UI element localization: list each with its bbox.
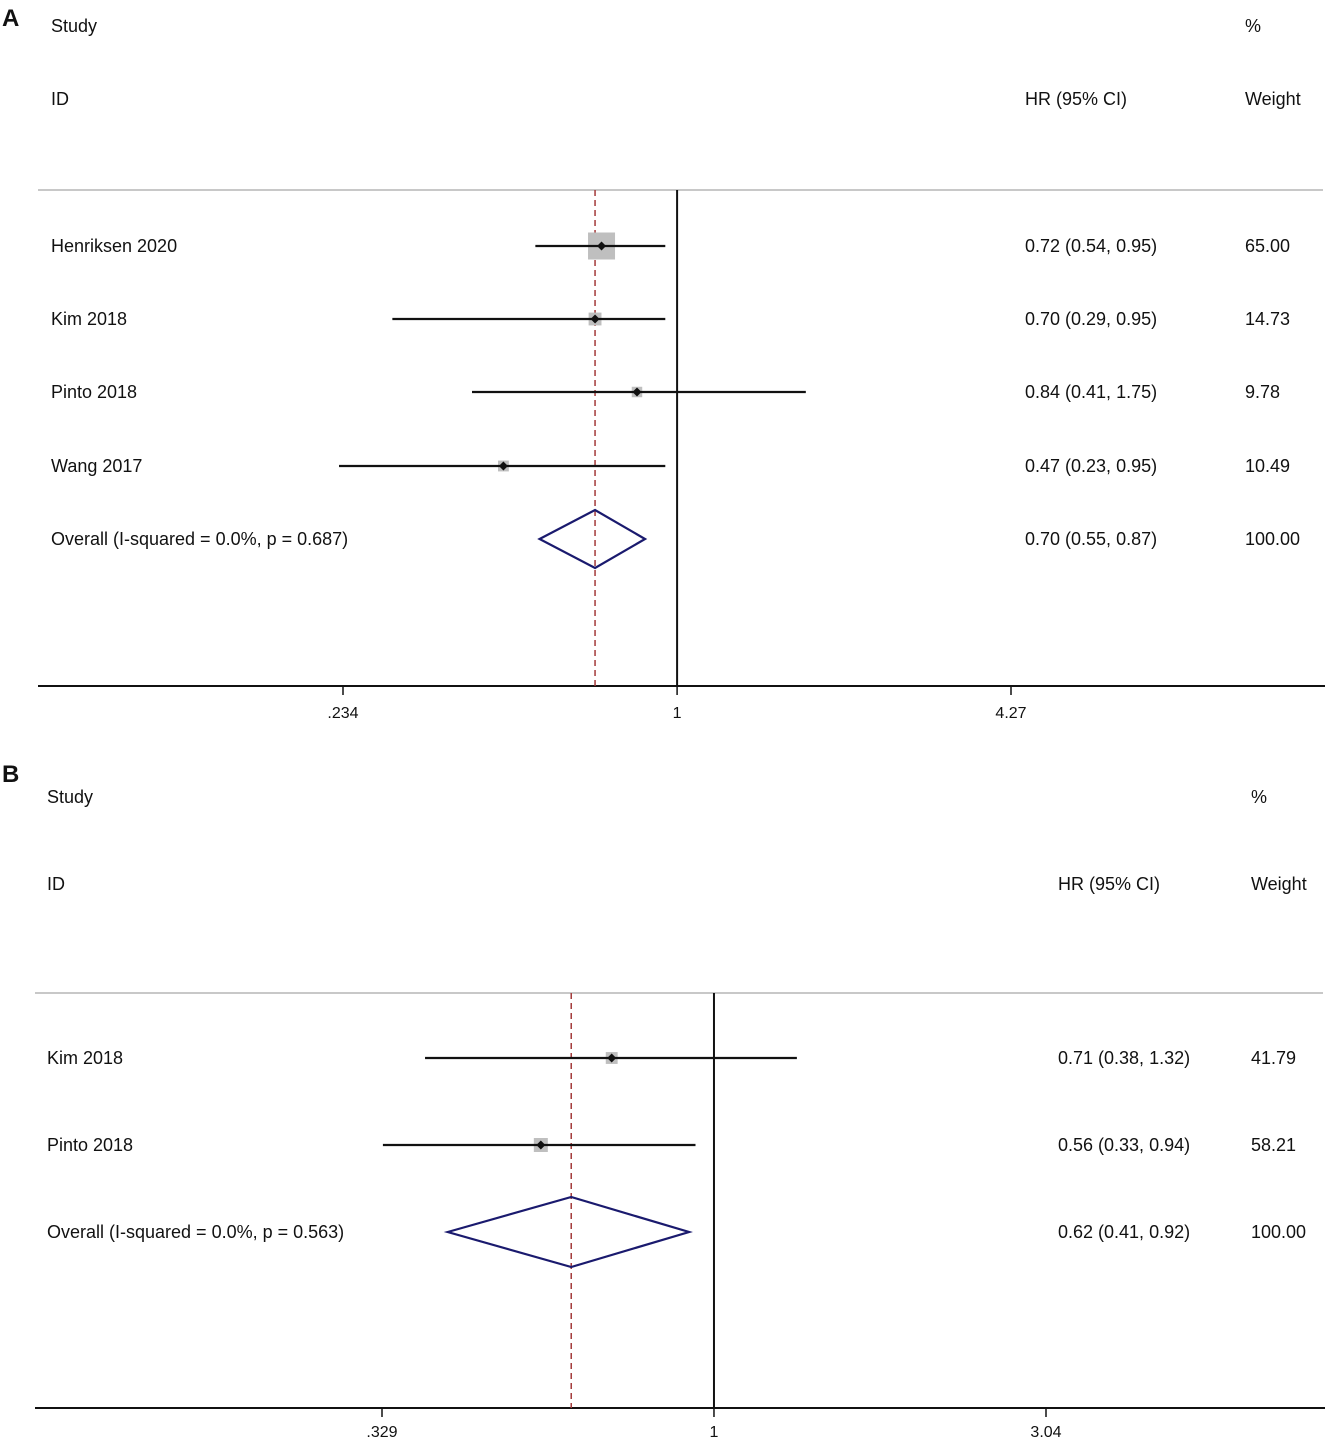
panel-b-header-id: ID: [47, 874, 65, 894]
overall-hr-ci: 0.70 (0.55, 0.87): [1025, 529, 1157, 549]
overall-label: Overall (I-squared = 0.0%, p = 0.563): [47, 1222, 344, 1242]
study-label: Henriksen 2020: [51, 236, 177, 256]
panel-a-header-effect: HR (95% CI): [1025, 89, 1127, 109]
panel-b-header-weight: Weight: [1251, 874, 1307, 894]
x-tick-label: 4.27: [995, 705, 1026, 722]
panel-a-header-pct: %: [1245, 16, 1261, 36]
x-tick-label: 1: [673, 705, 682, 722]
study-point: [597, 241, 607, 251]
study-point: [498, 461, 508, 471]
overall-diamond: [537, 508, 648, 570]
study-hr-ci: 0.70 (0.29, 0.95): [1025, 309, 1157, 329]
x-tick-label: .234: [327, 705, 358, 722]
panel-b: B Study ID HR (95% CI) % Weight .329 1 3.0…: [2, 761, 1325, 1441]
study-point: [536, 1140, 546, 1150]
study-hr-ci: 0.84 (0.41, 1.75): [1025, 382, 1157, 402]
panel-a-marks: .234 1 4.27 Henriksen 2020 0.72 (0.54, 0.95)…: [51, 190, 1300, 722]
study-weight: 10.49: [1245, 456, 1290, 476]
overall-diamond: [443, 1195, 693, 1269]
study-hr-ci: 0.47 (0.23, 0.95): [1025, 456, 1157, 476]
study-label: Wang 2017: [51, 456, 142, 476]
panel-a-header-study: Study: [51, 16, 97, 36]
overall-weight: 100.00: [1251, 1222, 1306, 1242]
panel-b-header-study: Study: [47, 787, 93, 807]
panel-b-marks: .329 1 3.04 Kim 2018 0.71 (0.38, 1.32) 41.79 P…: [47, 993, 1306, 1441]
panel-a-header-weight: Weight: [1245, 89, 1301, 109]
panel-a: A Study ID HR (95% CI) % Weight .234 1 4.2…: [2, 5, 1325, 722]
x-tick-label: .329: [366, 1424, 397, 1441]
overall-label: Overall (I-squared = 0.0%, p = 0.687): [51, 529, 348, 549]
study-hr-ci: 0.71 (0.38, 1.32): [1058, 1048, 1190, 1068]
study-label: Kim 2018: [47, 1048, 123, 1068]
study-point: [607, 1053, 617, 1063]
study-weight: 14.73: [1245, 309, 1290, 329]
study-label: Pinto 2018: [47, 1135, 133, 1155]
study-label: Kim 2018: [51, 309, 127, 329]
panel-b-letter: B: [2, 761, 19, 788]
study-label: Pinto 2018: [51, 382, 137, 402]
study-point: [590, 314, 600, 324]
x-tick-label: 3.04: [1030, 1424, 1061, 1441]
x-tick-label: 1: [710, 1424, 719, 1441]
panel-a-header-id: ID: [51, 89, 69, 109]
study-weight: 41.79: [1251, 1048, 1296, 1068]
panel-b-header-effect: HR (95% CI): [1058, 874, 1160, 894]
study-point: [632, 387, 642, 397]
overall-weight: 100.00: [1245, 529, 1300, 549]
panel-a-letter: A: [2, 5, 19, 32]
study-weight: 58.21: [1251, 1135, 1296, 1155]
study-weight: 9.78: [1245, 382, 1280, 402]
study-weight: 65.00: [1245, 236, 1290, 256]
panel-b-header-pct: %: [1251, 787, 1267, 807]
study-hr-ci: 0.56 (0.33, 0.94): [1058, 1135, 1190, 1155]
overall-hr-ci: 0.62 (0.41, 0.92): [1058, 1222, 1190, 1242]
study-hr-ci: 0.72 (0.54, 0.95): [1025, 236, 1157, 256]
